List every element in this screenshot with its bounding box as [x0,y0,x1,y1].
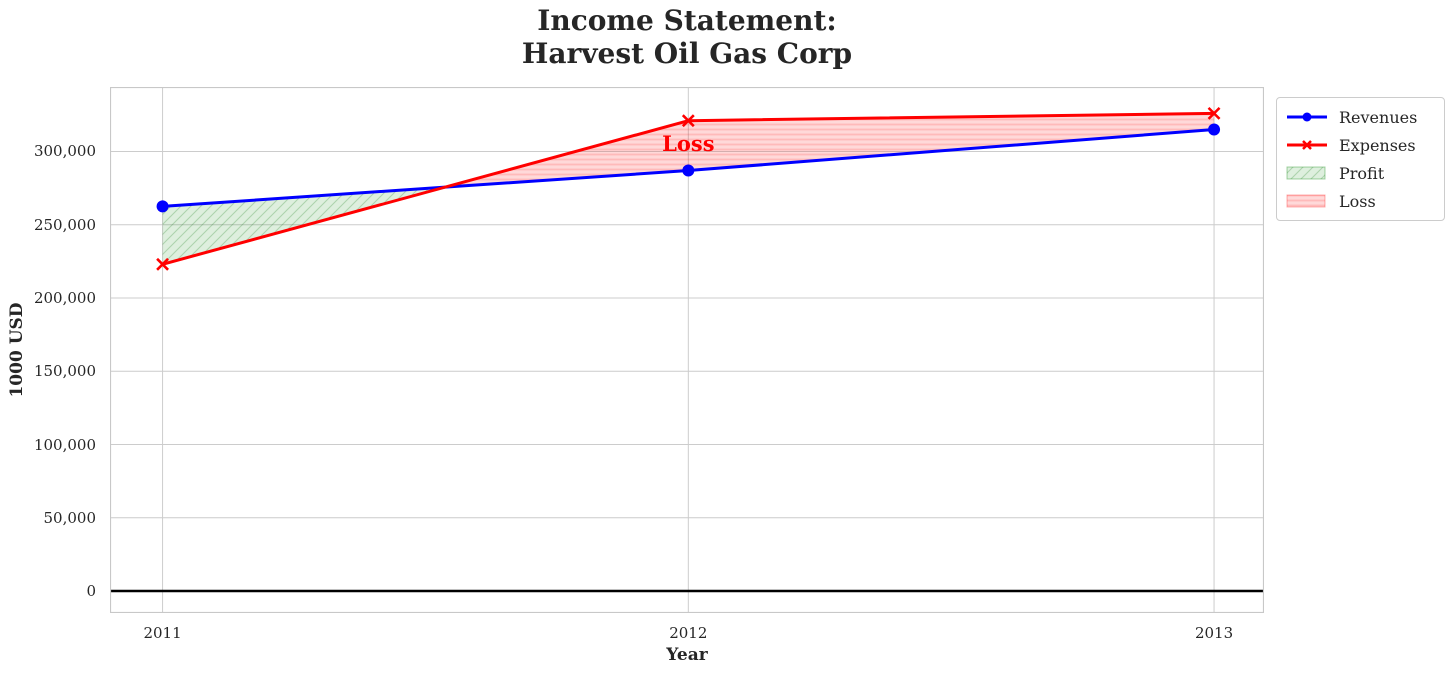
revenues-point-marker [156,200,169,213]
legend-label-revenues: Revenues [1339,107,1418,127]
chart-title-line2: Harvest Oil Gas Corp [521,37,853,70]
loss-region [688,113,1215,171]
loss-annotation: Loss [662,131,714,156]
x-tick-label: 2011 [143,624,182,642]
legend-label-expenses: Expenses [1339,135,1416,155]
chart-title-line1: Income Statement: [537,4,837,37]
revenues-point-marker [1208,123,1221,136]
legend-revenues-line-icon [1287,112,1327,122]
y-tick-label: 50,000 [43,508,97,527]
expenses-point-marker [156,257,169,271]
x-tick-label: 2013 [1194,624,1234,642]
legend: Revenues Expenses Profit Loss [1276,97,1445,221]
y-tick-label: 100,000 [33,435,96,454]
chart-title: Income Statement: Harvest Oil Gas Corp [110,4,1264,70]
y-tick-label: 0 [86,582,96,601]
expenses-point-marker [1207,106,1221,120]
legend-item-revenues: Revenues [1285,103,1436,131]
legend-item-loss: Loss [1285,187,1436,215]
legend-label-profit: Profit [1339,163,1385,183]
revenues-point-marker [682,164,695,177]
legend-expenses-line-icon [1287,140,1327,150]
plot-border [110,87,1264,613]
series-revenues [156,123,1221,213]
y-tick-label: 250,000 [33,215,96,234]
loss-region [445,120,689,188]
legend-loss-swatch-icon [1286,194,1326,208]
legend-item-profit: Profit [1285,159,1436,187]
series-expenses [156,106,1221,271]
legend-profit-swatch-icon [1286,166,1326,180]
plot-area: Loss [110,87,1264,613]
expenses-point-marker [681,114,695,128]
legend-item-expenses: Expenses [1285,131,1436,159]
legend-label-loss: Loss [1339,191,1376,211]
y-tick-label: 300,000 [33,142,96,161]
y-axis-label: 1000 USD [7,302,27,398]
x-tick-label: 2012 [669,624,708,642]
x-axis-label: Year [666,645,708,665]
